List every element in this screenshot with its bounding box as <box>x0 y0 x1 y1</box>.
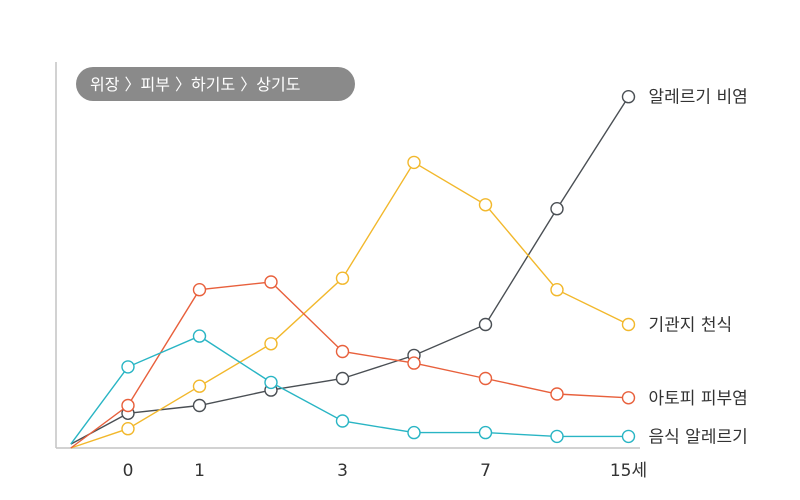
data-point <box>621 89 636 104</box>
data-point <box>264 337 278 351</box>
data-point <box>264 375 278 390</box>
data-point <box>621 391 636 405</box>
data-point <box>335 271 350 285</box>
data-point <box>550 283 564 297</box>
badge-background <box>76 67 355 101</box>
data-point <box>478 425 493 440</box>
data-point <box>192 283 207 297</box>
badge: 위장 〉피부 〉하기도 〉상기도 <box>76 67 355 101</box>
data-point <box>264 275 278 289</box>
series-line-1 <box>70 161 629 449</box>
data-point <box>407 425 421 440</box>
data-point <box>550 387 564 401</box>
series-label-0: 알레르기 비염 <box>649 88 748 108</box>
data-point <box>121 360 135 374</box>
series-3: 음식 알레르기 <box>70 329 748 447</box>
data-point <box>407 356 421 370</box>
data-point <box>192 329 207 343</box>
data-point <box>478 371 493 386</box>
series-label-3: 음식 알레르기 <box>649 427 748 447</box>
x-tick-labels: 0 1 3 7 15세 <box>123 461 648 481</box>
data-point <box>121 398 135 413</box>
series-line-2 <box>70 281 629 449</box>
data-point <box>407 155 421 170</box>
badge-text: 위장 〉피부 〉하기도 〉상기도 <box>90 75 300 94</box>
data-point <box>478 198 493 212</box>
data-point <box>192 379 207 393</box>
x-tick-label: 0 <box>123 461 134 481</box>
x-tick-label: 7 <box>480 461 491 481</box>
data-point <box>550 429 564 444</box>
series-1: 기관지 천식 <box>70 155 733 449</box>
series-label-1: 기관지 천식 <box>649 316 733 336</box>
x-tick-label: 1 <box>194 461 205 481</box>
series-0: 알레르기 비염 <box>70 88 748 445</box>
x-tick-label: 15세 <box>610 461 647 481</box>
data-point <box>121 422 135 436</box>
data-point <box>335 371 350 386</box>
data-point <box>621 429 636 444</box>
data-point <box>335 344 350 359</box>
data-point <box>478 317 493 332</box>
series-2: 아토피 피부염 <box>70 275 748 449</box>
data-point <box>192 398 207 413</box>
series-label-2: 아토피 피부염 <box>649 389 748 409</box>
data-point <box>335 414 350 428</box>
data-point <box>621 317 636 332</box>
x-tick-label: 3 <box>337 461 348 481</box>
data-point <box>550 201 564 216</box>
